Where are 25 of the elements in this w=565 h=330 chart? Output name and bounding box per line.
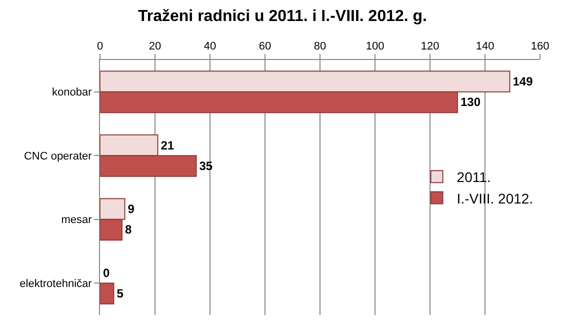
x-tick-label: 20	[148, 40, 162, 53]
x-tick-label: 120	[420, 40, 440, 53]
legend-label: 2011.	[456, 169, 491, 186]
x-tick-label: 140	[476, 40, 494, 53]
x-tick-label: 100	[366, 40, 384, 53]
data-label: 35	[199, 158, 213, 173]
x-tick-label: 40	[204, 40, 216, 53]
chart-title: Traženi radnici u 2011. i I.-VIII. 2012. g.	[138, 8, 428, 26]
data-label: 5	[116, 286, 124, 300]
x-tick-label: 80	[314, 40, 326, 53]
y-tick-label: mesar	[61, 214, 92, 226]
data-label: 21	[160, 138, 174, 152]
y-tick-label: elektrotehničar	[20, 278, 92, 290]
bar	[100, 282, 114, 304]
data-label: 149	[512, 74, 534, 89]
data-label: 130	[460, 95, 481, 110]
legend-label: I.-VIII. 2012.	[456, 190, 534, 206]
x-tick-label: 0	[96, 40, 104, 53]
x-tick-label: 160	[530, 40, 550, 53]
data-label: 9	[128, 202, 135, 216]
x-tick-label: 60	[258, 40, 272, 53]
data-label: 8	[125, 222, 132, 237]
y-tick-label: konobar	[52, 86, 92, 99]
y-tick-label: CNC operater	[24, 150, 92, 162]
data-label: 0	[103, 266, 110, 280]
